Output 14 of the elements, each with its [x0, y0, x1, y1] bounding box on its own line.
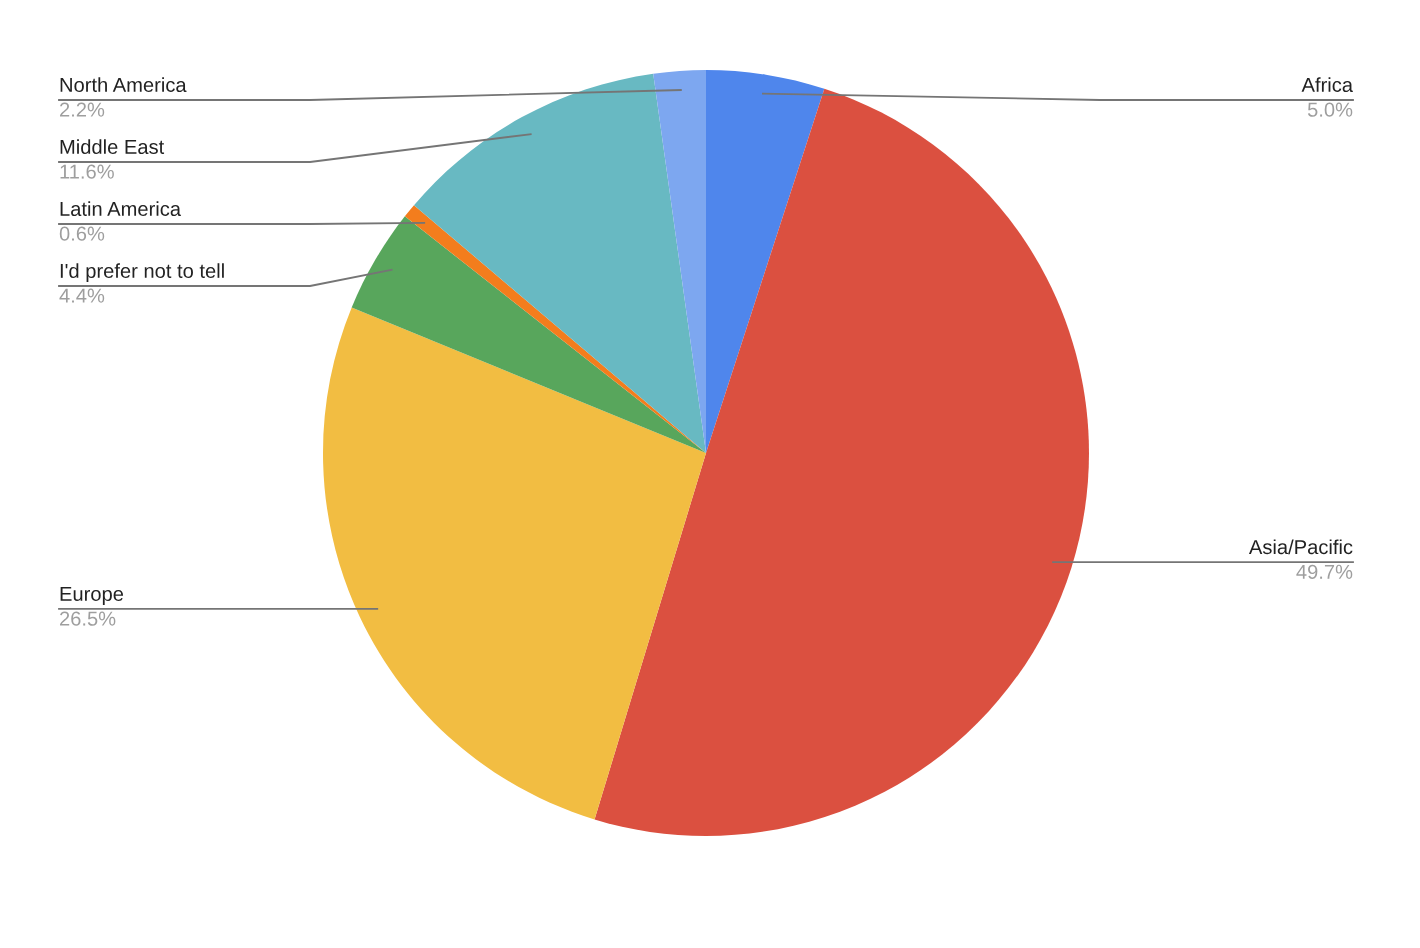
slice-label: Europe	[60, 586, 124, 605]
data-label: 0.6%	[59, 226, 105, 241]
slice-label: North America	[60, 77, 187, 93]
slice-label: Latin America	[60, 201, 182, 217]
slice-label: Africa	[1301, 77, 1353, 93]
data-label: 11.6%	[60, 164, 114, 179]
data-label: 26.5%	[60, 611, 116, 626]
data-label: 2.2%	[60, 102, 105, 117]
data-label: 5.0%	[1307, 102, 1353, 117]
data-label: 4.4%	[59, 288, 105, 303]
slice-label: Asia/Pacific	[1248, 539, 1353, 555]
slice-label: I'd prefer not to tell	[60, 263, 224, 282]
slice-label: Middle East	[60, 139, 165, 155]
data-label: 49.7%	[1296, 564, 1353, 579]
